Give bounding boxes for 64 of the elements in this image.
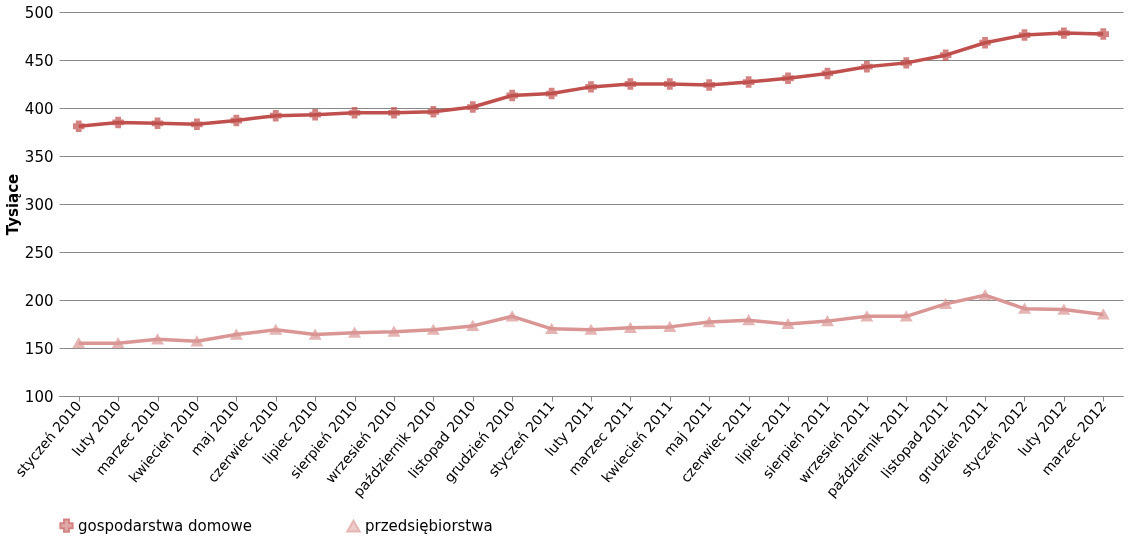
y-axis-title: Tysiące	[3, 173, 22, 236]
legend-label: gospodarstwa domowe	[78, 516, 253, 535]
point	[585, 324, 597, 335]
point	[1018, 303, 1031, 314]
point	[230, 329, 243, 340]
point	[72, 338, 85, 349]
point	[348, 327, 361, 338]
point	[861, 311, 873, 322]
point	[112, 338, 124, 349]
point	[1097, 309, 1110, 320]
point	[309, 329, 321, 340]
point	[939, 49, 952, 61]
y-tick-label: 100	[24, 387, 54, 406]
point	[72, 120, 85, 132]
point	[270, 324, 282, 335]
point	[1097, 28, 1110, 40]
point	[979, 290, 991, 301]
legend-label: przedsiębiorstwa	[365, 517, 493, 536]
point	[270, 109, 282, 122]
y-tick-label: 450	[24, 51, 54, 70]
point	[900, 57, 912, 69]
point	[861, 60, 873, 73]
point	[348, 107, 361, 119]
point	[782, 318, 794, 330]
point	[151, 334, 164, 345]
point	[230, 114, 243, 127]
point	[782, 72, 794, 84]
y-tick-label: 200	[24, 291, 54, 310]
point	[427, 106, 440, 118]
point	[585, 81, 597, 93]
y-tick-label: 150	[24, 339, 54, 358]
y-tick-label: 350	[24, 147, 54, 166]
y-tick-label: 300	[24, 195, 54, 214]
y-tick-label: 500	[24, 3, 54, 22]
point	[664, 78, 676, 90]
point	[624, 322, 637, 333]
point	[821, 316, 834, 327]
point	[742, 76, 755, 88]
point	[388, 107, 400, 119]
point	[427, 324, 440, 335]
point	[191, 336, 203, 347]
point	[151, 117, 164, 130]
point	[624, 78, 637, 90]
point	[191, 118, 203, 131]
point	[703, 79, 715, 91]
point	[545, 323, 558, 334]
point	[703, 316, 715, 328]
point	[388, 326, 400, 337]
point	[1018, 29, 1031, 41]
point	[506, 89, 518, 102]
point	[467, 101, 479, 113]
point	[1058, 304, 1070, 315]
point	[1058, 27, 1070, 39]
point	[900, 311, 912, 322]
point	[506, 311, 518, 322]
point	[939, 298, 952, 309]
y-tick-label: 400	[24, 99, 54, 118]
point	[742, 315, 755, 326]
point	[112, 116, 124, 129]
point	[979, 36, 991, 49]
point	[664, 321, 676, 332]
point	[309, 108, 321, 121]
y-tick-label: 250	[24, 243, 54, 262]
point	[467, 320, 479, 332]
